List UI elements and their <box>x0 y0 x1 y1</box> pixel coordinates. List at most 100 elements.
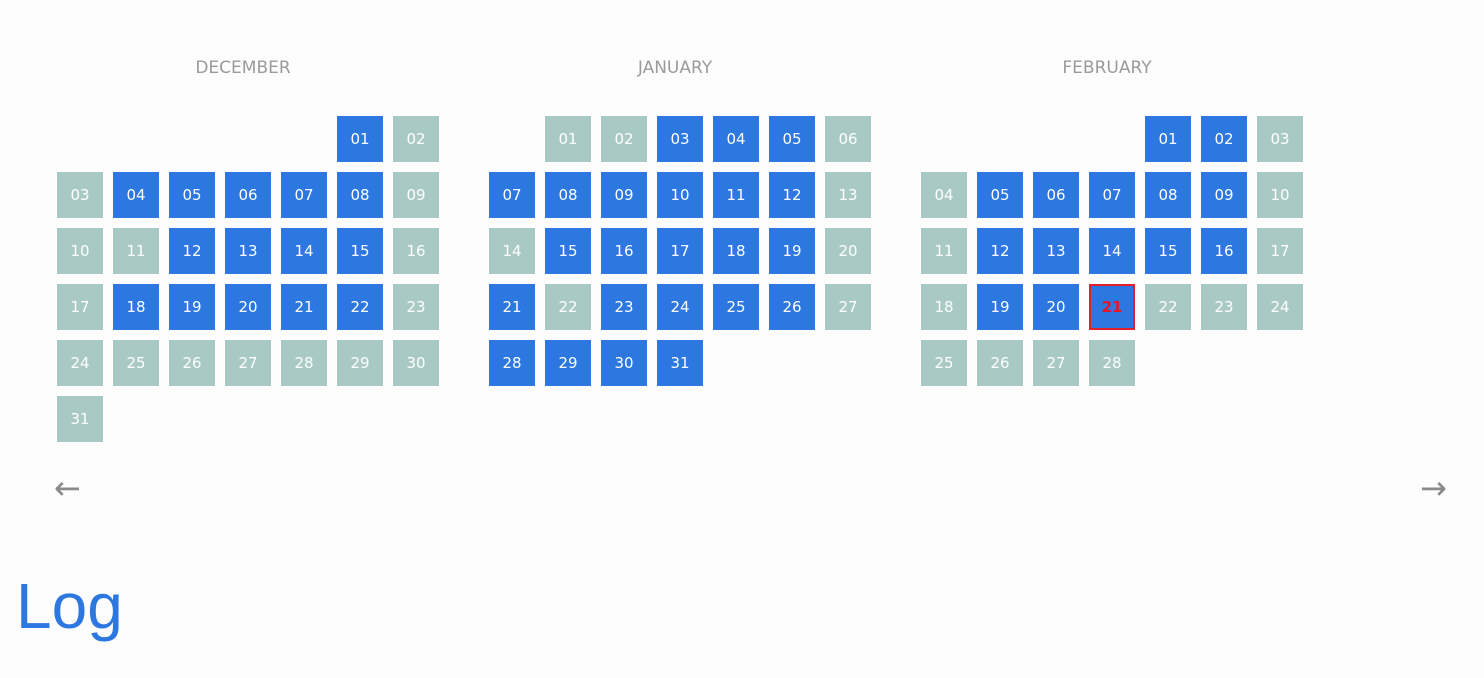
day-cell[interactable]: 12 <box>169 228 215 274</box>
day-cell[interactable]: 03 <box>1257 116 1303 162</box>
day-cell[interactable]: 23 <box>601 284 647 330</box>
day-cell-today[interactable]: 21 <box>1089 284 1135 330</box>
log-heading: Log <box>16 570 123 642</box>
day-cell[interactable]: 09 <box>601 172 647 218</box>
day-cell[interactable]: 31 <box>657 340 703 386</box>
day-cell[interactable]: 02 <box>1201 116 1247 162</box>
day-cell[interactable]: 13 <box>1033 228 1079 274</box>
day-cell-empty <box>281 116 327 162</box>
day-cell[interactable]: 13 <box>825 172 871 218</box>
day-cell[interactable]: 24 <box>1257 284 1303 330</box>
day-cell[interactable]: 12 <box>769 172 815 218</box>
day-cell[interactable]: 30 <box>601 340 647 386</box>
day-cell[interactable]: 15 <box>1145 228 1191 274</box>
day-cell[interactable]: 08 <box>1145 172 1191 218</box>
day-cell[interactable]: 24 <box>57 340 103 386</box>
day-cell[interactable]: 10 <box>1257 172 1303 218</box>
day-cell[interactable]: 02 <box>601 116 647 162</box>
day-cell[interactable]: 28 <box>489 340 535 386</box>
day-cell[interactable]: 31 <box>57 396 103 442</box>
day-cell[interactable]: 01 <box>337 116 383 162</box>
day-cell[interactable]: 11 <box>113 228 159 274</box>
day-cell[interactable]: 18 <box>113 284 159 330</box>
day-cell[interactable]: 16 <box>393 228 439 274</box>
day-cell[interactable]: 19 <box>977 284 1023 330</box>
day-cell[interactable]: 26 <box>169 340 215 386</box>
day-cell[interactable]: 20 <box>825 228 871 274</box>
day-cell[interactable]: 06 <box>225 172 271 218</box>
day-cell[interactable]: 23 <box>393 284 439 330</box>
day-cell[interactable]: 12 <box>977 228 1023 274</box>
day-cell[interactable]: 07 <box>1089 172 1135 218</box>
day-cell[interactable]: 29 <box>337 340 383 386</box>
day-cell[interactable]: 05 <box>169 172 215 218</box>
day-cell[interactable]: 06 <box>825 116 871 162</box>
day-cell[interactable]: 06 <box>1033 172 1079 218</box>
prev-arrow-icon[interactable]: ← <box>54 469 81 507</box>
day-grid: 01 02 03 04 05 06 07 08 09 10 11 12 13 14 15 16 17 18 19 20… <box>489 116 871 386</box>
day-cell[interactable]: 17 <box>657 228 703 274</box>
day-cell[interactable]: 19 <box>769 228 815 274</box>
day-cell[interactable]: 03 <box>57 172 103 218</box>
day-cell[interactable]: 11 <box>713 172 759 218</box>
day-cell[interactable]: 15 <box>545 228 591 274</box>
day-cell[interactable]: 10 <box>57 228 103 274</box>
next-arrow-icon[interactable]: → <box>1420 469 1447 507</box>
month-title: DECEMBER <box>195 58 291 78</box>
day-cell[interactable]: 18 <box>921 284 967 330</box>
day-cell[interactable]: 14 <box>281 228 327 274</box>
day-cell[interactable]: 28 <box>1089 340 1135 386</box>
day-cell[interactable]: 07 <box>489 172 535 218</box>
day-cell[interactable]: 03 <box>657 116 703 162</box>
day-cell[interactable]: 18 <box>713 228 759 274</box>
day-cell[interactable]: 25 <box>113 340 159 386</box>
day-cell[interactable]: 05 <box>977 172 1023 218</box>
day-cell[interactable]: 21 <box>281 284 327 330</box>
day-cell[interactable]: 09 <box>393 172 439 218</box>
day-cell[interactable]: 30 <box>393 340 439 386</box>
day-cell[interactable]: 26 <box>769 284 815 330</box>
day-cell[interactable]: 04 <box>113 172 159 218</box>
day-cell[interactable]: 27 <box>825 284 871 330</box>
day-cell[interactable]: 21 <box>489 284 535 330</box>
day-cell[interactable]: 09 <box>1201 172 1247 218</box>
day-cell[interactable]: 28 <box>281 340 327 386</box>
day-cell[interactable]: 25 <box>713 284 759 330</box>
day-cell[interactable]: 10 <box>657 172 703 218</box>
day-cell[interactable]: 01 <box>1145 116 1191 162</box>
day-cell[interactable]: 27 <box>1033 340 1079 386</box>
day-cell[interactable]: 20 <box>225 284 271 330</box>
day-cell[interactable]: 22 <box>545 284 591 330</box>
day-cell[interactable]: 05 <box>769 116 815 162</box>
day-cell[interactable]: 26 <box>977 340 1023 386</box>
day-cell[interactable]: 01 <box>545 116 591 162</box>
day-cell[interactable]: 02 <box>393 116 439 162</box>
day-cell[interactable]: 29 <box>545 340 591 386</box>
day-cell[interactable]: 11 <box>921 228 967 274</box>
day-cell[interactable]: 17 <box>57 284 103 330</box>
day-cell[interactable]: 22 <box>1145 284 1191 330</box>
day-cell-empty <box>57 116 103 162</box>
day-cell[interactable]: 07 <box>281 172 327 218</box>
day-cell-empty <box>1089 116 1135 162</box>
day-cell[interactable]: 16 <box>601 228 647 274</box>
day-cell[interactable]: 17 <box>1257 228 1303 274</box>
day-cell[interactable]: 14 <box>1089 228 1135 274</box>
day-grid: 01 02 03 04 05 06 07 08 09 10 11 12 13 14 15 16 17 18 19 20… <box>921 116 1303 386</box>
day-cell-empty <box>977 116 1023 162</box>
day-cell[interactable]: 08 <box>545 172 591 218</box>
day-cell[interactable]: 19 <box>169 284 215 330</box>
day-cell[interactable]: 23 <box>1201 284 1247 330</box>
day-cell[interactable]: 22 <box>337 284 383 330</box>
day-cell[interactable]: 16 <box>1201 228 1247 274</box>
day-cell[interactable]: 15 <box>337 228 383 274</box>
day-cell[interactable]: 27 <box>225 340 271 386</box>
day-cell[interactable]: 24 <box>657 284 703 330</box>
day-cell[interactable]: 13 <box>225 228 271 274</box>
day-cell[interactable]: 04 <box>921 172 967 218</box>
day-cell[interactable]: 14 <box>489 228 535 274</box>
day-cell[interactable]: 25 <box>921 340 967 386</box>
day-cell[interactable]: 08 <box>337 172 383 218</box>
day-cell[interactable]: 20 <box>1033 284 1079 330</box>
day-cell[interactable]: 04 <box>713 116 759 162</box>
